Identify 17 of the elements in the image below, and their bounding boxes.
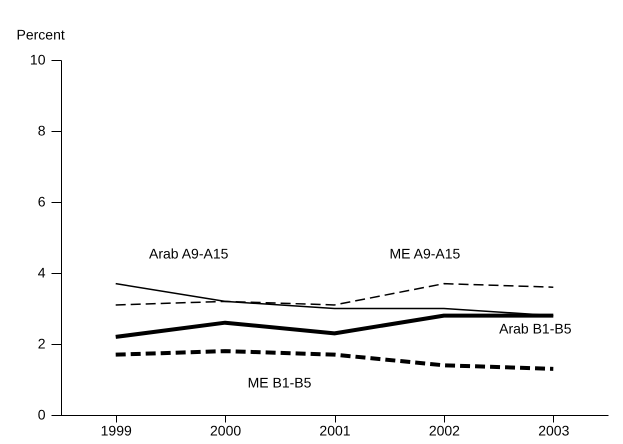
y-tick-label: 0 [38, 406, 46, 422]
series-label: Arab B1-B5 [499, 320, 572, 337]
x-tick-label: 2003 [538, 422, 570, 438]
y-tick-label: 8 [38, 122, 46, 138]
series-label: ME A9-A15 [389, 246, 461, 262]
y-tick-label: 6 [38, 194, 46, 210]
y-tick-label: 10 [30, 52, 46, 68]
series-label: ME B1-B5 [248, 374, 312, 391]
line-series [114, 349, 556, 371]
series-label: Arab A9-A15 [149, 246, 229, 262]
x-tick-label: 1999 [100, 422, 132, 438]
x-tick-label: 2000 [210, 422, 242, 438]
x-tick-label: 2001 [319, 422, 351, 438]
y-tick-label: 2 [38, 336, 46, 352]
y-axis-title: Percent [16, 26, 65, 42]
y-tick-label: 4 [38, 264, 46, 280]
x-tick-label: 2002 [428, 422, 460, 438]
